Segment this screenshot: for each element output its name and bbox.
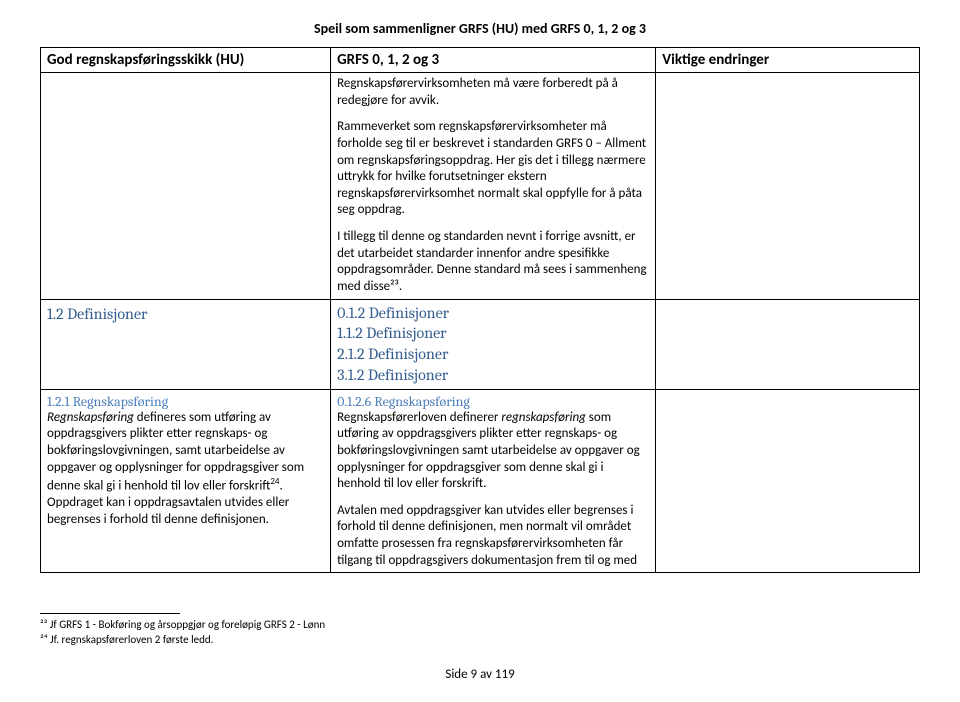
cell-1-2: Regnskapsførervirksomheten må være forbe… [331, 73, 656, 300]
cell-2-3 [656, 299, 920, 389]
heading-definisjoner: 1.2 Definisjoner [47, 305, 324, 323]
heading-121: 1.2.1 Regnskapsføring [47, 393, 324, 410]
footnotes: ²³ Jf GRFS 1 - Bokføring og årsoppgjør o… [40, 613, 920, 647]
para: Regnskapsføring defineres som utføring a… [47, 410, 324, 529]
cell-3-2: 0.1.2.6 Regnskapsføring Regnskapsførerlo… [331, 389, 656, 573]
cell-3-1: 1.2.1 Regnskapsføring Regnskapsføring de… [41, 389, 331, 573]
heading-212: 2.1.2 Definisjoner [337, 344, 649, 365]
para: Regnskapsførervirksomheten må være forbe… [337, 76, 649, 109]
page-title: Speil som sammenligner GRFS (HU) med GRF… [40, 20, 920, 37]
table-header-row: God regnskapsføringsskikk (HU) GRFS 0, 1… [41, 48, 920, 73]
table-row: 1.2.1 Regnskapsføring Regnskapsføring de… [41, 389, 920, 573]
header-col3: Viktige endringer [656, 48, 920, 73]
para: Regnskapsførerloven definerer regnskapsf… [337, 410, 649, 493]
footnote-23: ²³ Jf GRFS 1 - Bokføring og årsoppgjør o… [40, 618, 920, 632]
cell-3-3 [656, 389, 920, 573]
table-row: 1.2 Definisjoner 0.1.2 Definisjoner 1.1.… [41, 299, 920, 389]
cell-1-3 [656, 73, 920, 300]
para: Rammeverket som regnskapsførervirksomhet… [337, 119, 649, 219]
page-number: Side 9 av 119 [40, 667, 920, 682]
comparison-table: God regnskapsføringsskikk (HU) GRFS 0, 1… [40, 47, 920, 573]
cell-2-1: 1.2 Definisjoner [41, 299, 331, 389]
cell-2-2: 0.1.2 Definisjoner 1.1.2 Definisjoner 2.… [331, 299, 656, 389]
para: I tillegg til denne og standarden nevnt … [337, 229, 649, 296]
header-col1: God regnskapsføringsskikk (HU) [41, 48, 331, 73]
heading-112: 1.1.2 Definisjoner [337, 323, 649, 344]
table-row: Regnskapsførervirksomheten må være forbe… [41, 73, 920, 300]
heading-0126: 0.1.2.6 Regnskapsføring [337, 393, 649, 410]
header-col2: GRFS 0, 1, 2 og 3 [331, 48, 656, 73]
cell-1-1 [41, 73, 331, 300]
footnote-24: ²⁴ Jf. regnskapsførerloven 2 første ledd… [40, 633, 920, 647]
para: Avtalen med oppdragsgiver kan utvides el… [337, 503, 649, 570]
heading-012: 0.1.2 Definisjoner [337, 303, 649, 324]
footnote-separator [40, 613, 180, 614]
heading-312: 3.1.2 Definisjoner [337, 365, 649, 386]
